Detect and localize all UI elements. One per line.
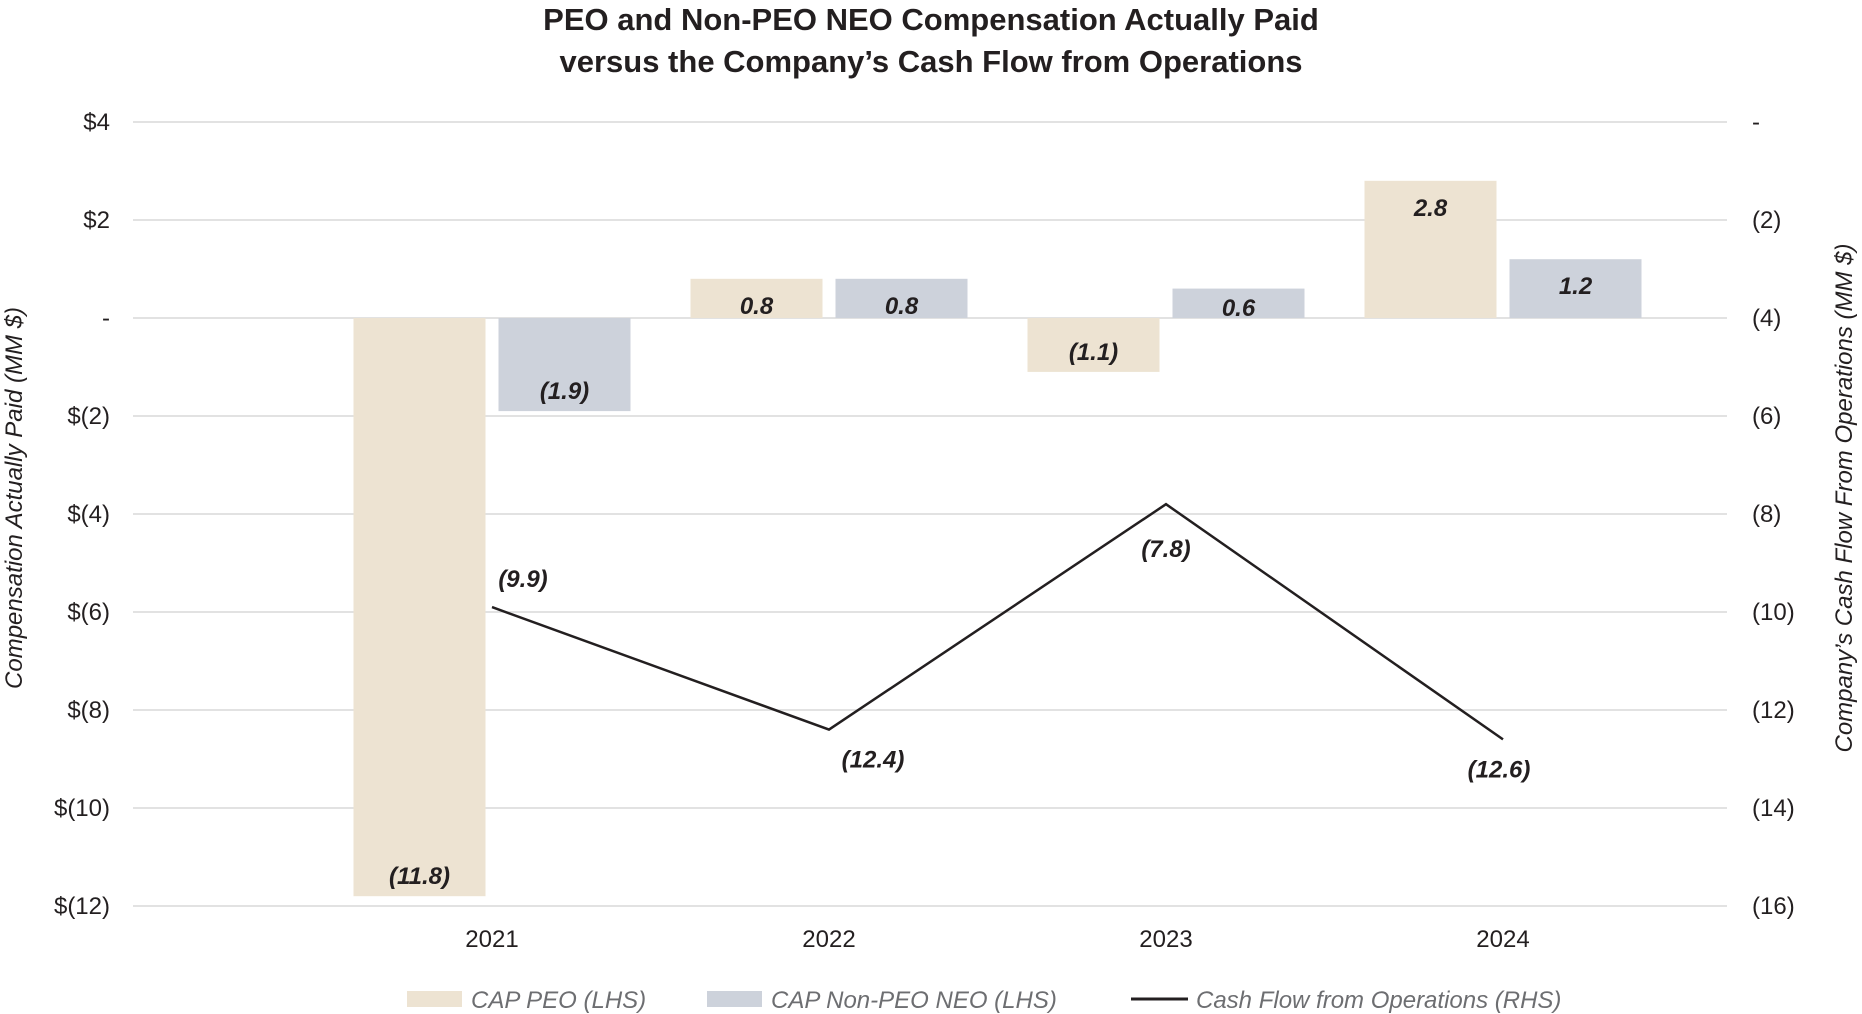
legend-label: Cash Flow from Operations (RHS) bbox=[1196, 987, 1561, 1014]
cap-peo-bar bbox=[1364, 180, 1497, 318]
bar-data-label: (11.8) bbox=[389, 863, 450, 890]
cap-peo-bar bbox=[353, 318, 486, 897]
bar-data-label: 1.2 bbox=[1559, 273, 1593, 300]
cap-non-peo-bar bbox=[1509, 259, 1642, 318]
cap-non-peo-bar bbox=[835, 278, 968, 318]
cap-non-peo-bar bbox=[1172, 288, 1305, 318]
cap-peo-bar bbox=[690, 278, 823, 318]
line-data-label: (12.4) bbox=[842, 747, 905, 774]
right-tick-label: (12) bbox=[1752, 697, 1795, 724]
right-axis-title: Company’s Cash Flow From Operations (MM … bbox=[1831, 243, 1858, 752]
left-tick-label: $(8) bbox=[67, 697, 110, 724]
left-axis-title: Compensation Actually Paid (MM $) bbox=[1, 307, 28, 689]
legend-swatch bbox=[707, 991, 762, 1007]
x-tick-label: 2024 bbox=[1476, 926, 1529, 953]
left-tick-label: $2 bbox=[83, 207, 110, 234]
right-tick-label: (14) bbox=[1752, 795, 1795, 822]
left-tick-label: $(10) bbox=[54, 795, 110, 822]
x-tick-label: 2021 bbox=[465, 926, 518, 953]
legend-swatch bbox=[407, 991, 462, 1007]
left-tick-label: - bbox=[102, 305, 110, 332]
x-tick-label: 2023 bbox=[1139, 926, 1192, 953]
right-tick-label: (8) bbox=[1752, 501, 1781, 528]
right-tick-label: (10) bbox=[1752, 599, 1795, 626]
bar-data-label: 0.6 bbox=[1222, 295, 1256, 322]
legend-label: CAP Non-PEO NEO (LHS) bbox=[771, 987, 1057, 1014]
left-axis-ticks: $4 $2 - $(2) $(4) $(6) $(8) $(10) $(12) bbox=[54, 109, 110, 920]
bar-data-label: 0.8 bbox=[885, 293, 919, 320]
x-tick-label: 2022 bbox=[802, 926, 855, 953]
right-tick-label: (6) bbox=[1752, 403, 1781, 430]
bar-data-label: (1.9) bbox=[540, 378, 589, 405]
legend: CAP PEO (LHS) CAP Non-PEO NEO (LHS) Cash F… bbox=[407, 987, 1561, 1014]
left-tick-label: $4 bbox=[83, 109, 110, 136]
cap-non-peo-bar bbox=[498, 318, 631, 412]
chart-title-line-1: PEO and Non-PEO NEO Compensation Actuall… bbox=[543, 2, 1319, 37]
cash-flow-line-group: (9.9) (12.4) (7.8) (12.6) bbox=[491, 502, 1531, 783]
right-axis-ticks: - (2) (4) (6) (8) (10) (12) (14) (16) bbox=[1752, 109, 1795, 920]
cap-peo-bar bbox=[1027, 318, 1160, 372]
cash-flow-line bbox=[491, 502, 1504, 741]
bars: (11.8) 0.8 (1.1) 2.8 (1.9) 0.8 0.6 1.2 bbox=[353, 180, 1642, 897]
right-tick-label: - bbox=[1752, 109, 1760, 136]
right-tick-label: (4) bbox=[1752, 305, 1781, 332]
left-tick-label: $(6) bbox=[67, 599, 110, 626]
left-tick-label: $(2) bbox=[67, 403, 110, 430]
right-tick-label: (2) bbox=[1752, 207, 1781, 234]
line-data-label: (7.8) bbox=[1141, 536, 1190, 563]
right-tick-label: (16) bbox=[1752, 893, 1795, 920]
bar-data-label: (1.1) bbox=[1069, 339, 1118, 366]
bar-data-label: 2.8 bbox=[1413, 195, 1448, 222]
chart-title-line-2: versus the Company’s Cash Flow from Oper… bbox=[559, 44, 1302, 79]
line-data-label: (12.6) bbox=[1468, 756, 1531, 783]
legend-label: CAP PEO (LHS) bbox=[471, 987, 646, 1014]
left-tick-label: $(4) bbox=[67, 501, 110, 528]
line-data-label: (9.9) bbox=[498, 566, 547, 593]
x-axis-ticks: 2021 2022 2023 2024 bbox=[465, 926, 1529, 953]
left-tick-label: $(12) bbox=[54, 893, 110, 920]
bar-data-label: 0.8 bbox=[740, 293, 774, 320]
